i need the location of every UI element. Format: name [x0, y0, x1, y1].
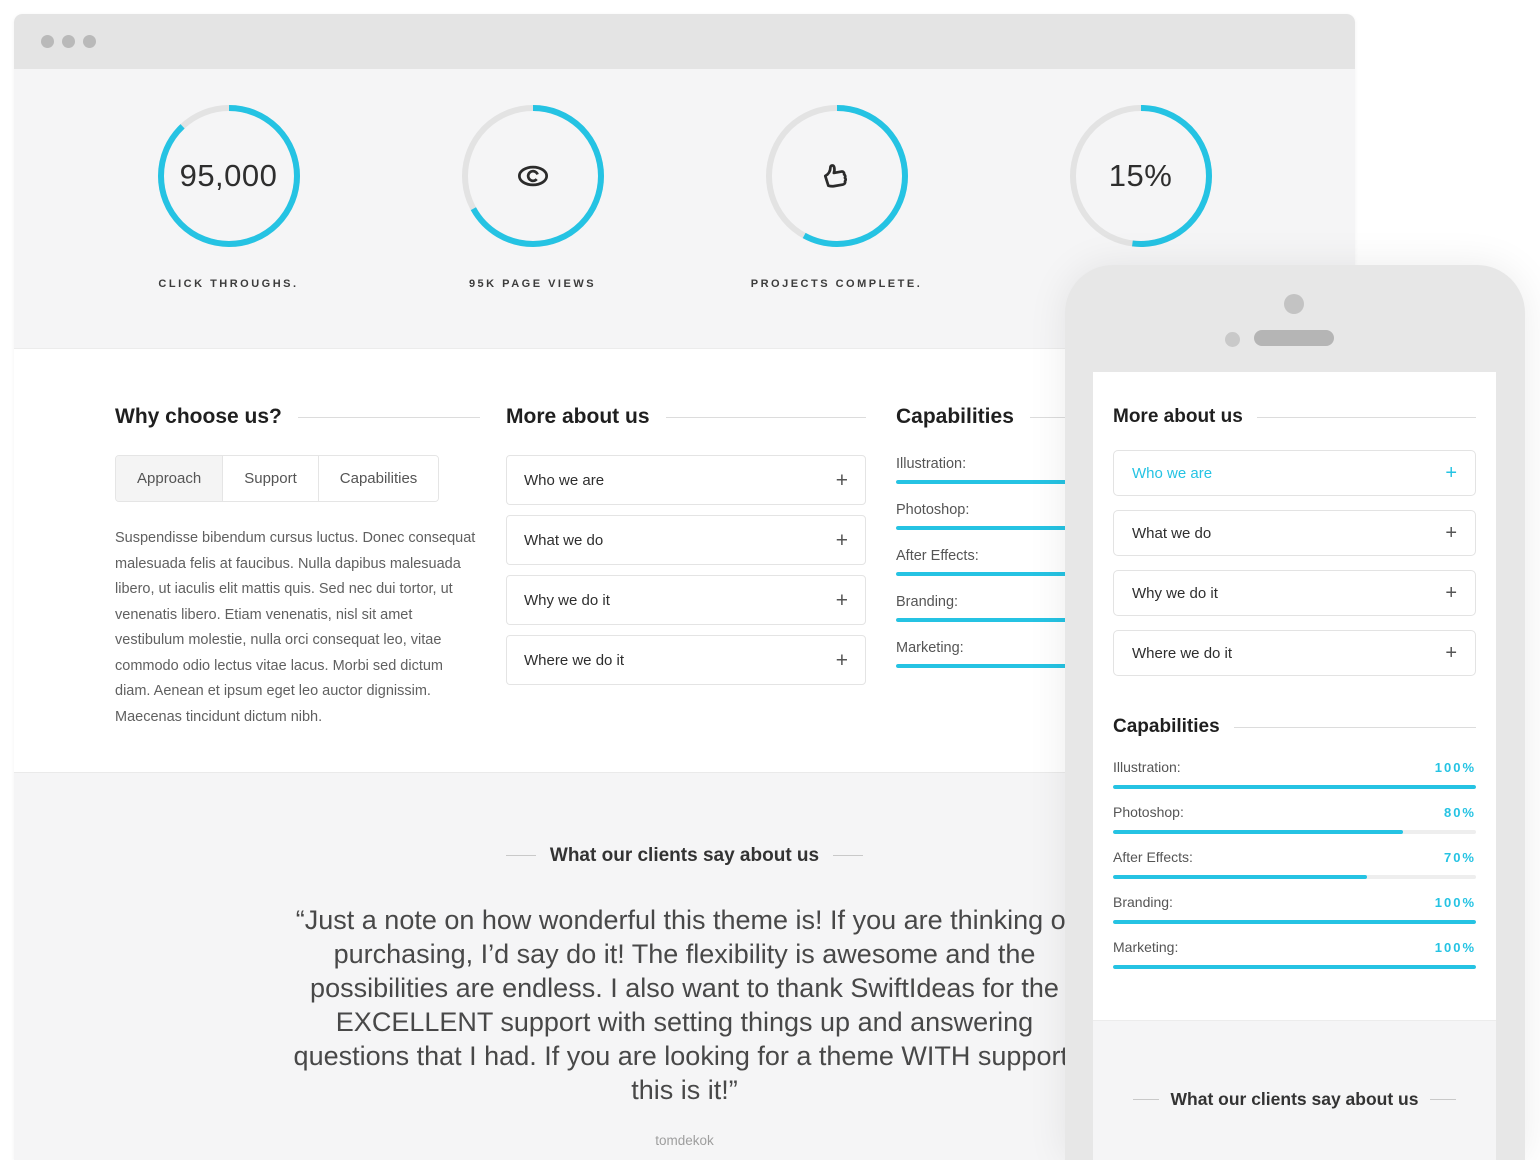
window-control-dot — [83, 35, 96, 48]
testimonial-quote: “Just a note on how wonderful this theme… — [293, 904, 1076, 1105]
skill-bar — [896, 664, 1190, 668]
window-control-dot — [62, 35, 75, 48]
testimonial-author: tomdekok — [655, 1132, 714, 1148]
why-tabs: Approach Support Capabilities — [115, 455, 440, 502]
mobile-skills-list: Illustration: 100% Photoshop: 80% — [1113, 758, 1476, 969]
skill-after-effects: After Effects: — [896, 547, 1190, 576]
mobile-skill-after-effects: After Effects: 70% — [1113, 848, 1476, 879]
skill-bar — [1113, 785, 1476, 789]
plus-icon: + — [835, 468, 848, 492]
skill-bar — [1113, 875, 1476, 879]
accordion-item-who-we-are[interactable]: Who we are + — [506, 455, 866, 505]
accordion-item-why-we-do-it[interactable]: Why we do it + — [506, 575, 866, 625]
mobile-accordion-item-where-we-do-it[interactable]: Where we do it + — [1113, 630, 1476, 676]
phone-sensor-dot — [1225, 332, 1240, 347]
phone-speaker — [1254, 330, 1334, 346]
mobile-skill-photoshop: Photoshop: 80% — [1113, 803, 1476, 834]
plus-icon: + — [835, 648, 848, 672]
stat-value: 15% — [1108, 158, 1173, 193]
window-control-dot — [41, 35, 54, 48]
skill-percent: 100% — [1434, 940, 1476, 955]
plus-icon: + — [1445, 642, 1457, 664]
heading-dash — [1430, 1099, 1457, 1100]
skill-bar — [1113, 965, 1476, 969]
heading-dash — [833, 855, 864, 856]
mobile-skill-illustration: Illustration: 100% — [1113, 758, 1476, 789]
heading-dash — [505, 855, 536, 856]
accordion-item-where-we-do-it[interactable]: Where we do it + — [506, 635, 866, 685]
plus-icon: + — [835, 588, 848, 612]
tab-support[interactable]: Support — [223, 456, 319, 501]
stat-projects-complete: PROJECTS COMPLETE. — [685, 101, 989, 348]
progress-ring — [1069, 105, 1212, 247]
skill-percent: 80% — [1443, 805, 1476, 820]
capabilities-title: Capabilities — [896, 405, 1190, 429]
mobile-more-about-us-title: More about us — [1113, 406, 1476, 428]
accordion-item-what-we-do[interactable]: What we do + — [506, 515, 866, 565]
skill-percent: 100% — [1434, 895, 1476, 910]
skill-bar — [1113, 830, 1476, 834]
phone-screen: More about us Who we are + What we do + … — [1093, 372, 1496, 1160]
mobile-accordion-item-why-we-do-it[interactable]: Why we do it + — [1113, 570, 1476, 616]
phone-screen-content: More about us Who we are + What we do + … — [1093, 372, 1496, 1020]
mobile-skill-marketing: Marketing: 100% — [1113, 938, 1476, 969]
mobile-accordion-item-what-we-do[interactable]: What we do + — [1113, 510, 1476, 556]
mobile-testimonial-section: What our clients say about us — [1093, 1020, 1496, 1160]
skill-bar — [896, 480, 1190, 484]
progress-ring — [157, 105, 300, 247]
thumbs-up-icon — [823, 164, 847, 188]
stat-percentage: 15% — [989, 101, 1293, 348]
mobile-accordion-item-who-we-are[interactable]: Who we are + — [1113, 450, 1476, 496]
skill-percent: 70% — [1443, 850, 1476, 865]
phone-mockup: More about us Who we are + What we do + … — [1065, 265, 1525, 1160]
skill-marketing: Marketing: — [896, 639, 1190, 668]
more-about-us-title: More about us — [506, 405, 866, 429]
stat-value: 95,000 — [179, 158, 278, 193]
stat-page-views: 95K PAGE VIEWS — [381, 101, 685, 348]
progress-ring — [461, 105, 604, 247]
skill-bar — [896, 526, 1190, 530]
about-accordion: Who we are + What we do + Why we do it +… — [506, 455, 866, 685]
why-body-text: Suspendisse bibendum cursus luctus. Done… — [115, 530, 476, 725]
skill-bar — [1113, 920, 1476, 924]
skill-bar — [896, 618, 1190, 622]
skill-illustration: Illustration: — [896, 455, 1190, 484]
skills-list: Illustration: Photoshop: After Effects: … — [896, 455, 1190, 668]
tab-capabilities[interactable]: Capabilities — [318, 456, 439, 501]
capabilities-column: Capabilities Illustration: Photoshop: Af… — [896, 405, 1190, 772]
heading-dash — [1132, 1099, 1159, 1100]
plus-icon: + — [1445, 462, 1457, 484]
mobile-testimonial-heading: What our clients say about us — [1132, 1089, 1457, 1110]
stat-label: 95K PAGE VIEWS — [468, 278, 597, 290]
testimonial-heading: What our clients say about us — [505, 845, 864, 867]
stat-click-throughs: 95,000 CLICK THROUGHS. — [77, 101, 381, 348]
why-choose-us-title: Why choose us? — [115, 405, 480, 429]
mobile-capabilities-title: Capabilities — [1113, 716, 1476, 738]
why-choose-us-column: Why choose us? Approach Support Capabili… — [115, 405, 480, 772]
eye-icon — [517, 165, 548, 187]
plus-icon: + — [1445, 582, 1457, 604]
mobile-skill-branding: Branding: 100% — [1113, 893, 1476, 924]
more-about-us-column: More about us Who we are + What we do + … — [506, 405, 866, 772]
mobile-about-accordion: Who we are + What we do + Why we do it +… — [1113, 450, 1476, 676]
phone-camera-dot — [1284, 294, 1304, 314]
skill-percent: 100% — [1434, 760, 1476, 775]
tab-approach[interactable]: Approach — [116, 456, 224, 501]
stat-label: CLICK THROUGHS. — [158, 278, 299, 290]
browser-titlebar — [14, 14, 1355, 69]
plus-icon: + — [1445, 522, 1457, 544]
skill-photoshop: Photoshop: — [896, 501, 1190, 530]
skill-branding: Branding: — [896, 593, 1190, 622]
skill-bar — [896, 572, 1190, 576]
progress-ring — [765, 105, 908, 247]
plus-icon: + — [835, 528, 848, 552]
stat-label: PROJECTS COMPLETE. — [750, 278, 923, 290]
